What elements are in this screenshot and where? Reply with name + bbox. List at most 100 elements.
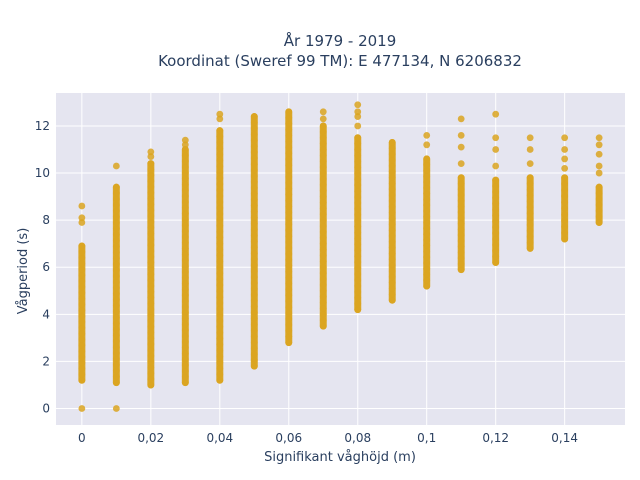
data-point xyxy=(216,133,224,141)
data-point xyxy=(112,189,120,197)
y-tick-label: 8 xyxy=(42,213,50,227)
data-point xyxy=(354,294,362,302)
data-point xyxy=(112,162,120,170)
data-point xyxy=(250,344,258,352)
data-point xyxy=(78,254,86,262)
data-point xyxy=(457,185,465,193)
data-point xyxy=(147,183,155,191)
data-point xyxy=(181,210,189,218)
data-point xyxy=(147,311,155,319)
data-point xyxy=(181,291,189,299)
data-point xyxy=(388,285,396,292)
data-point xyxy=(319,246,327,253)
data-point xyxy=(112,379,120,387)
data-point xyxy=(250,166,258,174)
data-point xyxy=(526,180,534,188)
data-point xyxy=(250,160,258,168)
data-point xyxy=(147,276,155,284)
data-point xyxy=(388,273,396,281)
data-point xyxy=(216,174,224,182)
data-point xyxy=(285,280,293,287)
data-point xyxy=(492,182,500,190)
data-point xyxy=(181,309,189,317)
data-point xyxy=(147,189,155,197)
data-point xyxy=(285,191,293,199)
data-point xyxy=(423,172,431,180)
data-point xyxy=(319,257,327,265)
data-point xyxy=(285,327,293,335)
data-point xyxy=(492,146,500,153)
data-point xyxy=(354,246,362,254)
data-point xyxy=(388,261,396,269)
data-point xyxy=(78,306,86,314)
data-point xyxy=(388,168,396,176)
data-point xyxy=(492,206,500,213)
data-point xyxy=(285,262,293,270)
data-point xyxy=(112,343,120,351)
y-tick-labels: 0 2 4 6 8 10 12 xyxy=(35,119,50,416)
data-point xyxy=(526,134,534,142)
data-point xyxy=(354,205,362,213)
data-point xyxy=(181,198,189,206)
data-point xyxy=(354,113,362,120)
data-point xyxy=(354,235,362,242)
data-point xyxy=(216,353,224,360)
data-point xyxy=(250,261,258,269)
data-point xyxy=(354,152,362,159)
data-point xyxy=(388,244,396,252)
data-point xyxy=(319,240,327,248)
data-point xyxy=(250,273,258,281)
data-point xyxy=(423,190,431,198)
data-point xyxy=(147,369,155,377)
data-point xyxy=(181,192,189,200)
data-point xyxy=(112,201,120,209)
data-point xyxy=(112,237,120,244)
data-point xyxy=(526,146,534,153)
data-point xyxy=(216,258,224,265)
data-point xyxy=(423,276,431,284)
data-point xyxy=(526,245,534,252)
data-point xyxy=(388,174,396,181)
data-point xyxy=(319,275,327,283)
data-point xyxy=(216,127,224,135)
data-point xyxy=(181,186,189,194)
y-tick-label: 2 xyxy=(42,354,50,368)
data-point xyxy=(181,141,189,149)
data-point xyxy=(250,190,258,198)
data-point xyxy=(216,110,224,118)
data-point xyxy=(354,252,362,260)
data-point xyxy=(250,202,258,210)
data-point xyxy=(354,258,362,266)
data-point xyxy=(388,209,396,216)
data-point xyxy=(457,115,465,123)
data-point xyxy=(216,287,224,295)
data-point xyxy=(526,192,534,199)
data-point xyxy=(78,202,86,210)
data-point xyxy=(147,171,155,179)
data-point xyxy=(250,220,258,227)
data-point xyxy=(595,207,603,215)
data-point xyxy=(181,379,189,387)
data-point xyxy=(319,146,327,153)
data-point xyxy=(526,174,534,182)
data-point xyxy=(147,346,155,354)
data-point xyxy=(112,219,120,227)
data-point xyxy=(285,185,293,193)
data-point xyxy=(423,271,431,278)
data-point xyxy=(250,148,258,156)
data-point xyxy=(285,333,293,341)
data-point xyxy=(181,221,189,229)
data-point xyxy=(526,186,534,193)
data-point xyxy=(147,265,155,272)
data-point xyxy=(181,326,189,334)
data-point xyxy=(595,169,603,177)
y-tick-label: 12 xyxy=(35,119,50,133)
data-point xyxy=(78,301,86,308)
data-point xyxy=(216,151,224,158)
data-point xyxy=(285,209,293,216)
data-point xyxy=(319,199,327,206)
data-point xyxy=(181,233,189,241)
data-point xyxy=(250,231,258,239)
data-point xyxy=(354,217,362,225)
data-point xyxy=(181,268,189,276)
